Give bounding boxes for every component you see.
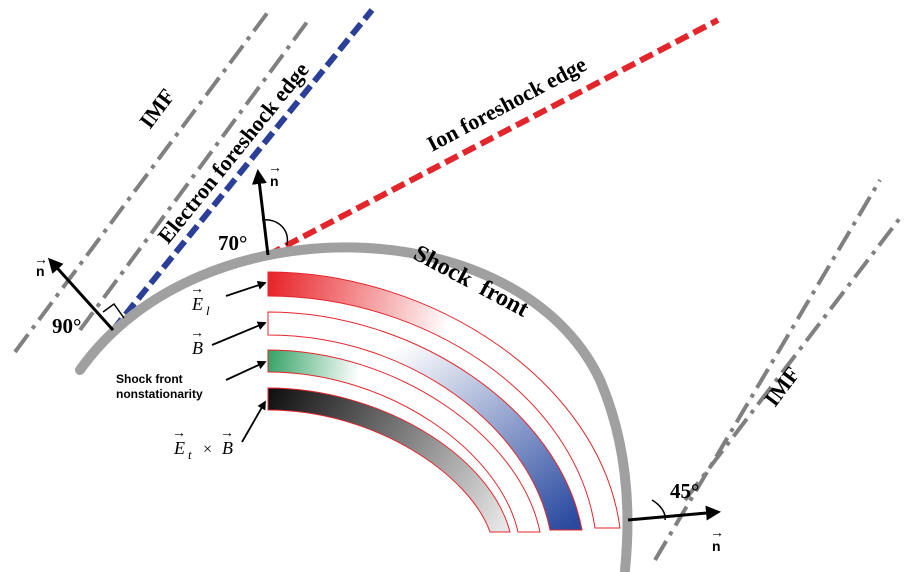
normal-label-right-n: n: [712, 538, 721, 554]
normal-label-left: → n: [34, 251, 48, 279]
label-e-l-sub: l: [206, 303, 210, 318]
label-e-l: → E l: [190, 282, 210, 318]
electron-foreshock-edge-label: Electron foreshock edge: [152, 57, 313, 248]
label-cross: ×: [203, 441, 212, 458]
pointer-arrow-b: [211, 321, 267, 346]
label-e-l-main: E: [191, 294, 203, 314]
normal-label-top-arrow: →: [268, 159, 282, 175]
band-et-x-b: [267, 387, 511, 533]
normal-label-left-arrow: →: [34, 251, 48, 267]
label-et-x-b: → E t × → B: [172, 426, 234, 462]
imf-label-left: IMF: [134, 84, 180, 133]
angle-70-label: 70°: [218, 231, 247, 255]
label-e-l-arrow: →: [190, 282, 204, 297]
label-b-arrow: →: [190, 326, 204, 341]
angle-arc-45: [651, 499, 666, 521]
imf-line-left-1: [13, 10, 270, 354]
normal-label-right: → n: [710, 524, 724, 554]
imf-line-right-1: [653, 178, 882, 562]
shock-front-arc: [75, 242, 633, 572]
angle-45-label: 45°: [670, 479, 699, 503]
electron-foreshock-edge-line: [110, 8, 375, 332]
band-b: [267, 311, 583, 531]
pointer-arrow-e-l: [225, 281, 267, 297]
label-b-main: B: [192, 338, 203, 358]
pointer-arrow-nonstationarity: [225, 360, 267, 381]
angle-90-label: 90°: [52, 314, 81, 338]
label-et-b-arrow: →: [220, 426, 234, 441]
label-et-main: E: [173, 438, 185, 458]
band-e-l: [267, 271, 621, 529]
label-et-arrow: →: [172, 426, 186, 441]
ion-foreshock-edge-label: Ion foreshock edge: [423, 51, 591, 156]
label-b: → B: [190, 326, 204, 358]
label-et-b-main: B: [222, 438, 233, 458]
angle-arc-70: [261, 219, 289, 246]
normal-label-left-n: n: [36, 263, 45, 279]
normal-label-right-arrow: →: [710, 524, 724, 540]
normal-arrow-top: [251, 169, 270, 256]
normal-label-top: → n: [268, 159, 282, 189]
right-angle-marker: [102, 302, 125, 319]
label-nonstationarity-line1: Shock front: [116, 372, 183, 386]
label-et-sub: t: [188, 447, 192, 462]
normal-arrow-right: [627, 505, 721, 522]
imf-line-left-2: [78, 16, 312, 332]
ion-foreshock-edge-line: [266, 17, 720, 258]
normal-label-top-n: n: [270, 173, 279, 189]
pointer-arrow-et-x-b: [241, 400, 266, 443]
band-nonstationarity: [267, 349, 541, 533]
imf-line-right-2: [683, 216, 902, 502]
normal-arrow-left: [47, 257, 115, 332]
label-nonstationarity-line2: nonstationarity: [116, 387, 203, 401]
